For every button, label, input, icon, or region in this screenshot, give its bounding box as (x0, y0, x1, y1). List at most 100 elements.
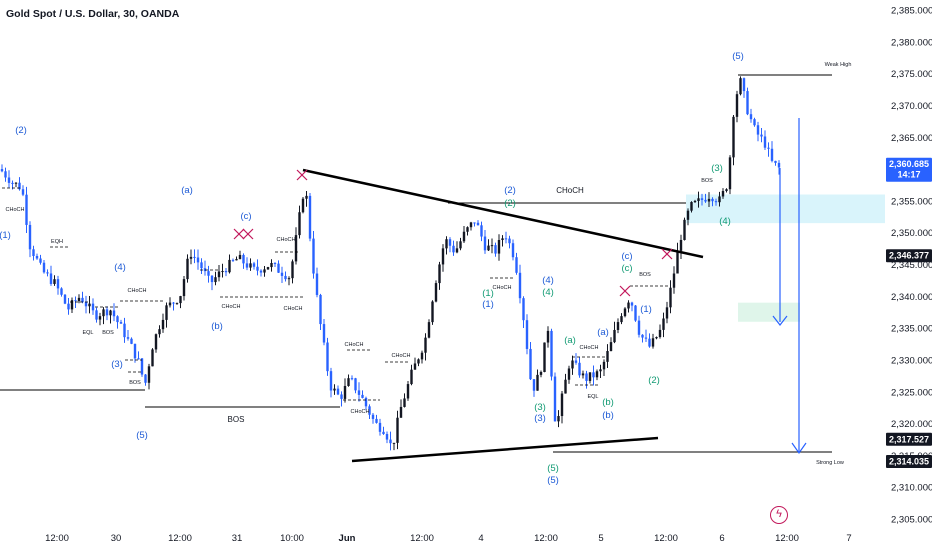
candle-body (291, 261, 294, 279)
wave-label-blue: (b) (602, 410, 614, 421)
eql-label: EQL (587, 394, 598, 400)
candle-body (144, 374, 147, 383)
candle-body (767, 147, 770, 149)
candle-body (147, 366, 151, 383)
candle-body (434, 283, 438, 302)
price-tick-label: 2,385.000 (891, 6, 932, 17)
candle-body (564, 379, 567, 394)
candle-body (102, 309, 105, 317)
candle-body (84, 302, 88, 307)
price-tick-label: 2,335.000 (891, 324, 932, 335)
candle-body (347, 378, 350, 386)
wave-label-teal: (c) (621, 263, 632, 274)
candle-body (427, 322, 431, 338)
price-tag-value: 2,317.527 (889, 434, 929, 444)
candle-body (298, 212, 301, 236)
wave-label-blue: (3) (534, 413, 546, 424)
wave-label-blue: (4) (542, 275, 554, 286)
wave-label-teal: (2) (504, 198, 516, 209)
lightning-icon[interactable]: ϟ (770, 506, 788, 524)
candle-body (77, 297, 81, 302)
candle-body (466, 227, 469, 232)
candle-body (200, 262, 203, 269)
candle-body (627, 302, 630, 309)
candle-body (42, 262, 46, 273)
strong-low-label: Strong Low (816, 460, 844, 466)
candle-body (455, 248, 459, 253)
price-tick-label: 2,320.000 (891, 419, 932, 430)
eqh-label: EQH (51, 239, 63, 245)
candle-body (459, 241, 462, 249)
chart-title: Gold Spot / U.S. Dollar, 30, OANDA (6, 8, 180, 20)
candle-body (574, 360, 578, 363)
candle-body (224, 271, 228, 273)
choch-small-label: CHoCH (345, 342, 364, 348)
candles-layer (0, 76, 781, 451)
candle-body (32, 249, 35, 256)
price-tick-label: 2,355.000 (891, 196, 932, 207)
candle-body (609, 342, 613, 352)
choch-small-label: CHoCH (392, 353, 411, 359)
candle-body (56, 279, 60, 289)
candle-body (35, 255, 39, 259)
candle-body (193, 256, 196, 258)
time-tick-label: 31 (232, 533, 243, 544)
candle-body (756, 125, 760, 135)
candle-body (543, 342, 546, 373)
candle-body (105, 309, 109, 316)
candle-body (70, 300, 74, 310)
candle-body (616, 322, 620, 330)
time-tick-label: 10:00 (280, 533, 304, 544)
candle-body (763, 136, 767, 148)
candle-body (116, 316, 119, 323)
candle-body (399, 406, 403, 418)
candle-body (735, 94, 739, 117)
candle-body (18, 182, 21, 190)
price-tick-label: 2,380.000 (891, 37, 932, 48)
candle-body (63, 294, 67, 304)
candle-body (557, 416, 560, 422)
price-tag-bg (886, 249, 932, 263)
wave-label-blue: (4) (114, 262, 126, 273)
candle-body (648, 338, 651, 347)
candle-body (700, 198, 704, 200)
wave-label-teal: (b) (602, 397, 614, 408)
price-tag-value: 2,360.685 (889, 159, 929, 169)
candle-body (504, 238, 508, 240)
projection-arrowhead-short (772, 315, 788, 326)
candle-body (469, 222, 473, 228)
candle-body (501, 238, 504, 241)
price-tick-label: 2,330.000 (891, 355, 932, 366)
candle-body (305, 195, 308, 199)
candle-body (438, 264, 441, 284)
wave-label-teal: (2) (648, 375, 660, 386)
candle-body (686, 210, 690, 220)
candle-body (711, 198, 714, 202)
choch-label: CHoCH (556, 186, 584, 195)
candle-body (658, 329, 662, 338)
time-axis[interactable]: 12:00 30 12:00 31 10:00 Jun 12:00 4 12:00 5 12:00 6… (45, 533, 852, 544)
bos-small-label: BOS (102, 330, 114, 336)
candle-body (389, 439, 392, 444)
candle-body (371, 414, 375, 419)
candle-body (441, 248, 445, 265)
candle-body (60, 288, 63, 295)
time-tick-label: Jun (339, 533, 356, 544)
price-axis[interactable]: 2,385.000 2,380.000 2,375.000 2,370.000 2,36… (891, 6, 932, 526)
candle-body (350, 378, 354, 380)
candle-body (490, 245, 494, 247)
price-tick-label: 2,350.000 (891, 228, 932, 239)
choch-small-label: CHoCH (128, 288, 147, 294)
candle-body (273, 262, 277, 264)
candle-body (25, 194, 28, 225)
candle-body (536, 374, 539, 391)
price-tick-label: 2,370.000 (891, 101, 932, 112)
candle-body (130, 338, 133, 344)
choch-small-label: CHoCH (351, 409, 370, 415)
weak-high-label: Weak High (825, 62, 852, 68)
candle-body (567, 368, 571, 380)
wave-label-blue: (2) (15, 125, 27, 136)
time-tick-label: 12:00 (45, 533, 69, 544)
candle-body (777, 162, 781, 168)
